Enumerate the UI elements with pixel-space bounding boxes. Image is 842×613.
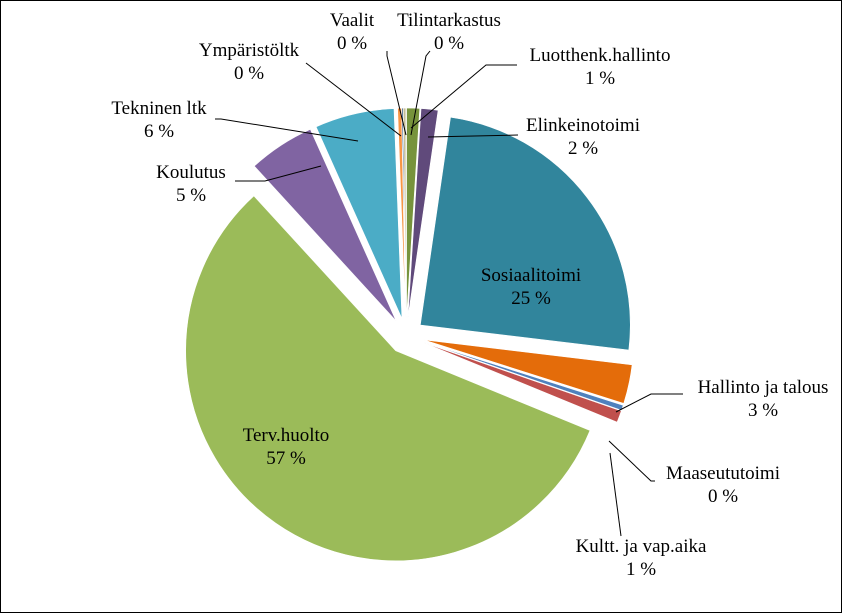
slice-name-2: Sosiaalitoimi (481, 265, 581, 286)
pie-slice-7 (253, 128, 397, 322)
slice-label-10: Vaalit 0 % (330, 10, 375, 54)
slice-label-11: Tilintarkastus 0 % (397, 10, 501, 54)
slice-percent-5: 1 % (626, 559, 656, 580)
slice-percent-0: 1 % (585, 68, 615, 89)
pie-slice-5 (422, 342, 622, 423)
pie-slice-6 (185, 195, 591, 562)
pie-slice-1 (407, 108, 439, 319)
slice-label-5: Kultt. ja vap.aika 1 % (576, 536, 707, 580)
slice-percent-2: 25 % (511, 288, 551, 309)
leader-line-0 (410, 64, 517, 129)
slice-percent-9: 0 % (234, 63, 264, 84)
slice-label-9: Ympäristöltk 0 % (199, 40, 300, 84)
leader-line-1 (427, 134, 519, 138)
slice-name-11: Tilintarkastus (397, 10, 501, 31)
slice-name-6: Terv.huolto (243, 425, 330, 446)
slice-label-7: Koulutus 5 % (156, 162, 226, 206)
slice-label-6: Terv.huolto 57 % (243, 425, 330, 469)
slice-percent-10: 0 % (337, 33, 367, 54)
slice-percent-1: 2 % (568, 138, 598, 159)
slice-percent-8: 6 % (144, 121, 174, 142)
slice-percent-3: 3 % (748, 400, 778, 421)
slice-name-10: Vaalit (330, 10, 375, 31)
slice-name-1: Elinkeinotoimi (526, 115, 640, 136)
leader-line-8 (215, 118, 359, 142)
leader-line-5 (609, 452, 622, 537)
slice-percent-11: 0 % (434, 33, 464, 54)
slice-percent-4: 0 % (708, 486, 738, 507)
pie-slice-4 (422, 341, 624, 411)
slice-name-8: Tekninen ltk (111, 98, 207, 119)
slice-name-5: Kultt. ja vap.aika (576, 536, 707, 557)
slice-name-7: Koulutus (156, 162, 226, 183)
leader-line-3 (615, 393, 683, 413)
pie-slice-8 (315, 108, 403, 319)
slice-label-3: Hallinto ja talous 3 % (698, 377, 829, 421)
slice-label-8: Tekninen ltk 6 % (111, 98, 207, 142)
slice-label-2: Sosiaalitoimi 25 % (481, 265, 581, 309)
slice-percent-6: 57 % (266, 448, 306, 469)
leader-line-10 (386, 51, 407, 136)
pie-slice-11 (402, 107, 407, 319)
leader-line-9 (305, 62, 402, 137)
pie-slice-3 (423, 339, 633, 404)
slice-label-4: Maaseututoimi 0 % (666, 463, 780, 507)
slice-label-1: Elinkeinotoimi 2 % (526, 115, 640, 159)
slice-name-0: Luotthenk.hallinto (530, 45, 671, 66)
slice-name-9: Ympäristöltk (199, 40, 300, 61)
slice-name-3: Hallinto ja talous (698, 377, 829, 398)
leader-line-11 (410, 50, 431, 136)
pie-slice-2 (419, 116, 631, 351)
slice-label-0: Luotthenk.hallinto 1 % (530, 45, 671, 89)
slice-percent-7: 5 % (176, 185, 206, 206)
leader-line-4 (608, 440, 655, 482)
pie-slice-0 (406, 107, 421, 319)
leader-line-7 (235, 165, 322, 182)
slice-name-4: Maaseututoimi (666, 463, 780, 484)
